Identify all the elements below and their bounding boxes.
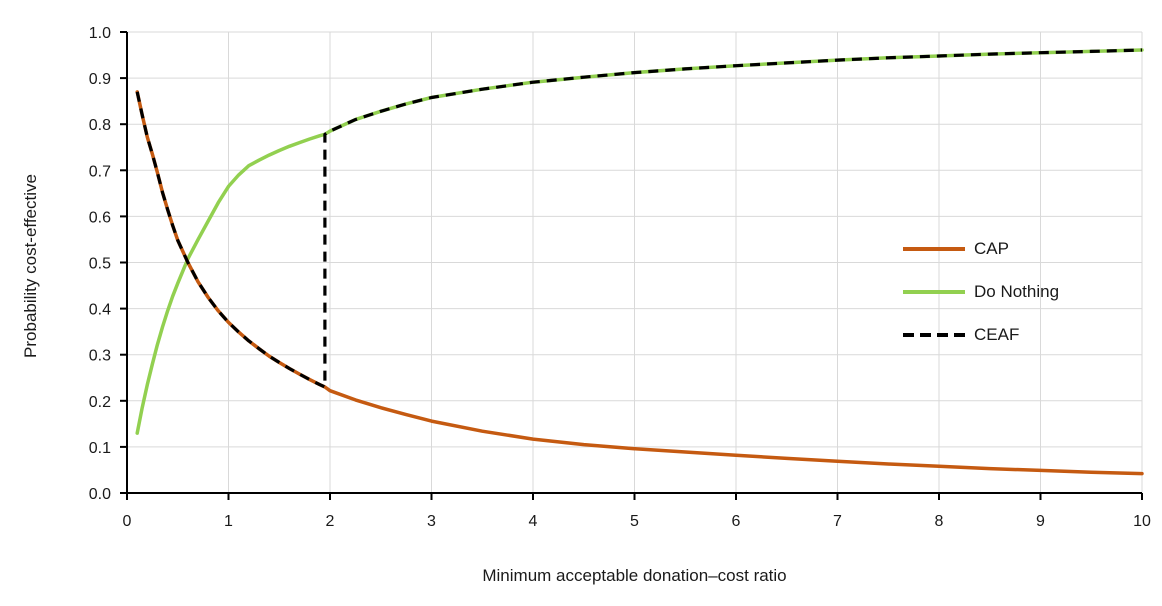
y-axis-title: Probability cost-effective bbox=[21, 174, 40, 358]
legend: CAP Do Nothing CEAF bbox=[903, 227, 1059, 356]
y-tick-label: 0.6 bbox=[89, 209, 111, 226]
y-tick-label: 0.5 bbox=[89, 256, 111, 273]
legend-label-cap: CAP bbox=[974, 238, 1009, 258]
y-tick-label: 0.9 bbox=[89, 71, 111, 88]
x-tick-label: 2 bbox=[326, 513, 335, 530]
x-tick-label: 3 bbox=[427, 513, 436, 530]
x-tick-label: 9 bbox=[1036, 513, 1045, 530]
x-tick-label: 10 bbox=[1133, 513, 1151, 530]
series-ceaf-line bbox=[135, 48, 1143, 389]
legend-label-ceaf: CEAF bbox=[974, 324, 1020, 344]
y-tick-label: 1.0 bbox=[89, 25, 111, 42]
legend-item-do-nothing: Do Nothing bbox=[903, 270, 1059, 313]
legend-label-do-nothing: Do Nothing bbox=[974, 281, 1060, 301]
y-tick-label: 0.3 bbox=[89, 348, 111, 365]
y-tick-label: 0.4 bbox=[89, 302, 111, 319]
x-tick-label: 0 bbox=[123, 513, 132, 530]
y-tick-label: 0.7 bbox=[89, 163, 111, 180]
ceaf-line-swatch bbox=[903, 332, 965, 337]
do-nothing-line-swatch bbox=[903, 289, 965, 294]
x-tick-label: 1 bbox=[224, 513, 233, 530]
x-tick-label: 6 bbox=[732, 513, 741, 530]
x-tick-label: 5 bbox=[630, 513, 639, 530]
legend-item-ceaf: CEAF bbox=[903, 313, 1059, 356]
y-tick-label: 0.8 bbox=[89, 117, 111, 134]
legend-item-cap: CAP bbox=[903, 227, 1059, 270]
x-tick-label: 7 bbox=[833, 513, 842, 530]
x-tick-label: 4 bbox=[529, 513, 538, 530]
y-tick-label: 0.0 bbox=[89, 486, 111, 503]
x-axis-title: Minimum acceptable donation–cost ratio bbox=[482, 566, 787, 585]
x-tick-label: 8 bbox=[935, 513, 944, 530]
y-tick-label: 0.2 bbox=[89, 394, 111, 411]
y-tick-label: 0.1 bbox=[89, 440, 111, 457]
cap-line-swatch bbox=[903, 246, 965, 251]
